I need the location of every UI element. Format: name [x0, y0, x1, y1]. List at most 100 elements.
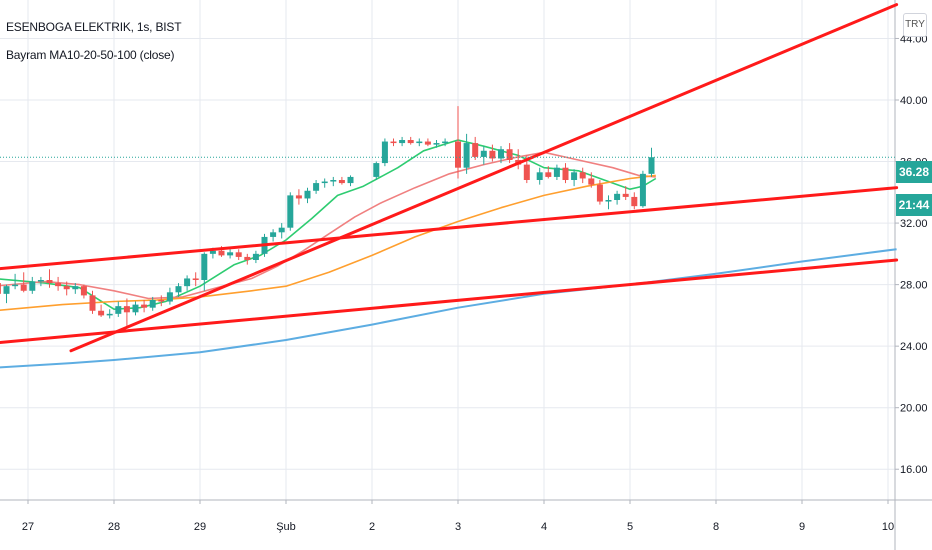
trendlines[interactable]	[0, 3, 899, 353]
candle-body	[373, 163, 380, 177]
price-tick-label: 20.00	[900, 403, 928, 415]
candle	[433, 140, 440, 148]
candle-body	[115, 306, 122, 314]
candle	[373, 161, 380, 180]
price-tick-label: 40.00	[900, 95, 928, 107]
candle-body	[399, 140, 406, 144]
candle	[12, 273, 19, 290]
candle-body	[407, 140, 414, 144]
currency-button[interactable]: TRY	[903, 13, 927, 37]
candle	[416, 138, 423, 147]
candle	[330, 176, 337, 187]
candle-body	[472, 143, 479, 157]
candle	[338, 176, 345, 185]
candle	[614, 190, 621, 205]
candle-body	[46, 280, 53, 284]
candle-body	[545, 172, 552, 177]
candle-body	[455, 141, 461, 168]
candle-body	[648, 157, 655, 174]
candle	[270, 229, 277, 242]
ma50-line	[0, 174, 656, 312]
candle	[227, 249, 234, 259]
candle	[192, 272, 199, 287]
candle	[498, 146, 504, 164]
time-tick-label: 5	[627, 521, 633, 533]
candle	[596, 180, 603, 205]
candle	[175, 283, 182, 297]
candle-body	[0, 283, 1, 294]
candle	[158, 295, 165, 307]
candle	[648, 147, 655, 177]
candle	[506, 143, 513, 164]
candle-body	[553, 167, 560, 177]
candle	[442, 138, 449, 147]
candle	[20, 272, 27, 293]
candle-body	[614, 193, 621, 200]
candle-body	[184, 278, 191, 287]
candle	[639, 170, 646, 208]
time-tick-label: Şub	[276, 521, 296, 533]
trendline[interactable]	[69, 3, 899, 353]
candle-body	[63, 286, 70, 290]
candle	[235, 249, 242, 260]
candle	[166, 287, 173, 305]
candle-body	[523, 164, 530, 180]
candle-body	[287, 195, 294, 228]
candle-body	[631, 196, 638, 207]
candle-body	[562, 167, 569, 180]
indicator-legend[interactable]: Bayram MA10-20-50-100 (close)	[6, 48, 175, 62]
candle-body	[80, 286, 87, 296]
candle-body	[201, 253, 208, 280]
candle-body	[588, 178, 595, 185]
time-tick-label: 8	[713, 521, 719, 533]
trendline[interactable]	[0, 258, 899, 344]
time-axis[interactable]: 27 28 29 Şub 2 3 4 5 8 9 10	[22, 500, 894, 533]
candle-body	[347, 176, 354, 184]
candle-body	[536, 172, 543, 180]
candle-body	[132, 304, 139, 313]
candle	[123, 298, 130, 327]
candle-body	[304, 190, 311, 199]
symbol-title: ESENBOGA ELEKTRIK, 1s, BIST	[6, 20, 182, 34]
time-tick-label: 4	[541, 521, 547, 533]
candle-body	[29, 281, 36, 291]
candle-body	[175, 286, 182, 293]
candle	[37, 276, 44, 287]
time-tick-label: 29	[194, 521, 206, 533]
candle-body	[166, 292, 173, 302]
candle	[3, 284, 10, 304]
candle-body	[489, 150, 496, 159]
moving-average-series	[0, 139, 897, 369]
candle	[545, 166, 552, 179]
trendline[interactable]	[0, 186, 899, 271]
candle-body	[123, 306, 130, 313]
candle	[489, 144, 496, 162]
candle	[55, 276, 62, 291]
candle	[72, 283, 79, 294]
candle	[80, 284, 87, 299]
candle	[313, 180, 320, 194]
candle	[244, 253, 251, 265]
ma20-line	[0, 151, 656, 300]
ma10-line	[0, 139, 657, 310]
price-tick-label: 28.00	[900, 280, 928, 292]
price-tick-label: 24.00	[900, 341, 928, 353]
candle-body	[149, 300, 156, 308]
candle	[515, 149, 522, 170]
candle	[321, 178, 328, 188]
time-tick-label: 27	[22, 521, 34, 533]
candle-body	[338, 180, 345, 184]
candle	[562, 163, 569, 184]
candle-body	[244, 256, 251, 260]
candle	[278, 223, 285, 239]
candle-body	[235, 252, 242, 257]
candle-body	[390, 141, 397, 144]
candle-body	[20, 284, 27, 291]
candle-body	[571, 172, 578, 180]
candle	[347, 175, 354, 187]
candle-body	[192, 278, 199, 280]
chart-grid	[0, 0, 895, 500]
candle-body	[218, 250, 225, 256]
